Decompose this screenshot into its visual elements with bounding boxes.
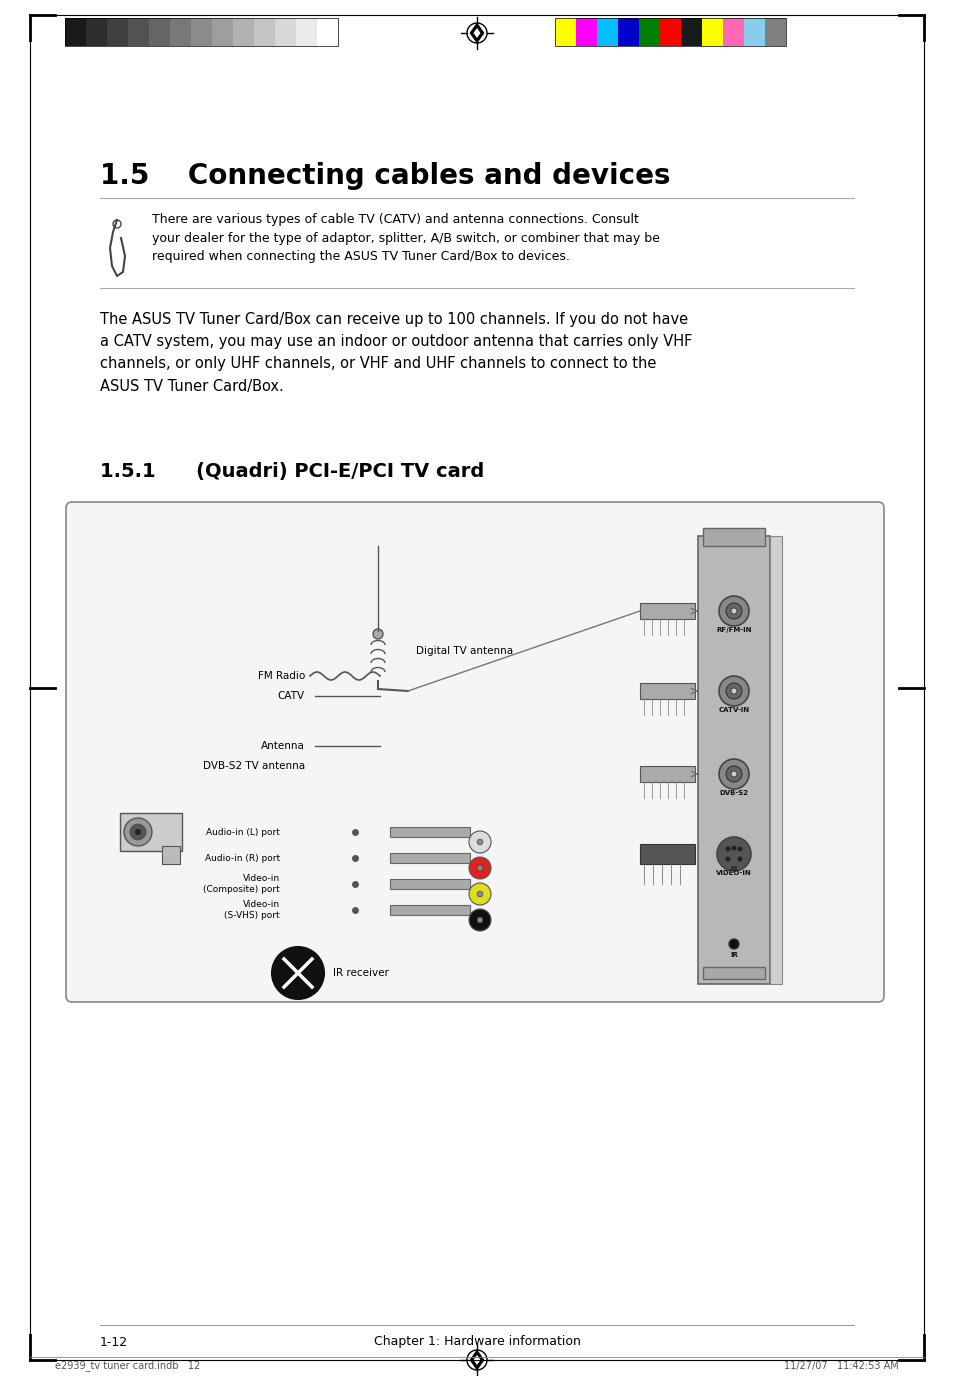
Circle shape [476,866,482,871]
Polygon shape [470,23,483,43]
Bar [639,18,659,45]
Circle shape [469,883,491,905]
Circle shape [728,938,739,949]
Circle shape [130,824,146,839]
Circle shape [476,839,482,845]
Bar [274,18,295,45]
Bar [233,18,253,45]
Bar [390,827,470,837]
Text: Chapter 1: Hardware information: Chapter 1: Hardware information [374,1336,579,1348]
Text: VIDEO-IN: VIDEO-IN [716,870,751,877]
Circle shape [730,688,737,694]
Text: RF/FM-IN: RF/FM-IN [716,627,751,633]
Text: 1.5    Connecting cables and devices: 1.5 Connecting cables and devices [100,162,670,190]
Circle shape [731,845,736,850]
Circle shape [476,892,482,897]
Polygon shape [473,28,480,39]
Bar [170,18,191,45]
Text: Antenna: Antenna [261,742,305,751]
Bar [639,603,695,619]
Bar [191,18,212,45]
Bar [253,18,274,45]
Circle shape [737,856,741,861]
Bar [86,18,107,45]
Text: e2939_tv tuner card.indb   12: e2939_tv tuner card.indb 12 [55,1361,200,1372]
Bar [390,879,470,889]
Circle shape [725,766,741,782]
Bar [680,18,701,45]
Bar [639,843,695,864]
Circle shape [724,846,730,852]
Circle shape [719,676,748,706]
Text: DVB-S2 TV antenna: DVB-S2 TV antenna [203,761,305,771]
Bar [722,18,743,45]
Bar [743,18,764,45]
Text: Video-in
(S-VHS) port: Video-in (S-VHS) port [224,900,280,921]
Bar [162,846,180,864]
Bar [769,537,781,984]
Polygon shape [470,1350,483,1370]
Text: IR receiver: IR receiver [333,967,389,978]
Bar [597,18,618,45]
Circle shape [730,771,737,777]
Polygon shape [473,1355,480,1365]
Bar [65,18,337,45]
Bar [698,537,769,984]
Text: CATV-IN: CATV-IN [718,707,749,713]
Bar [555,18,576,45]
Text: FM Radio: FM Radio [257,671,305,681]
Text: The ASUS TV Tuner Card/Box can receive up to 100 channels. If you do not have
a : The ASUS TV Tuner Card/Box can receive u… [100,312,692,394]
Bar [701,18,722,45]
Text: There are various types of cable TV (CATV) and antenna connections. Consult
your: There are various types of cable TV (CAT… [152,213,659,263]
Bar [639,766,695,782]
Circle shape [724,856,730,861]
Bar [390,905,470,915]
Circle shape [124,817,152,846]
Circle shape [737,846,741,852]
Bar [149,18,170,45]
Bar [65,18,86,45]
Bar [576,18,597,45]
Bar [390,853,470,863]
Text: CATV: CATV [277,691,305,700]
Bar [639,682,695,699]
Text: IR: IR [729,952,738,958]
Circle shape [725,682,741,699]
Bar [295,18,316,45]
Circle shape [469,910,491,932]
FancyBboxPatch shape [66,502,883,1002]
Bar [128,18,149,45]
Circle shape [725,603,741,619]
Text: Video-in
(Composite) port: Video-in (Composite) port [203,874,280,894]
Bar [730,866,737,871]
Bar [107,18,128,45]
Text: 1-12: 1-12 [100,1336,128,1348]
Text: 11/27/07   11:42:53 AM: 11/27/07 11:42:53 AM [783,1361,898,1370]
Bar [702,528,764,546]
Circle shape [272,947,324,999]
Bar [120,813,182,850]
Bar [316,18,337,45]
Circle shape [717,837,750,871]
Bar [212,18,233,45]
Circle shape [469,831,491,853]
Text: Audio-in (L) port: Audio-in (L) port [206,827,280,837]
Circle shape [730,608,737,614]
Circle shape [719,760,748,788]
Bar [764,18,785,45]
Circle shape [476,916,482,923]
Circle shape [719,596,748,626]
Text: Digital TV antenna: Digital TV antenna [416,645,513,656]
Bar [659,18,680,45]
Text: Audio-in (R) port: Audio-in (R) port [205,853,280,863]
Bar [555,18,785,45]
Text: DVB-S2: DVB-S2 [719,790,748,795]
Circle shape [373,629,382,638]
Bar [702,967,764,978]
Text: 1.5.1      (Quadri) PCI-E/PCI TV card: 1.5.1 (Quadri) PCI-E/PCI TV card [100,462,484,482]
Circle shape [135,828,141,835]
Bar [618,18,639,45]
Circle shape [469,857,491,879]
